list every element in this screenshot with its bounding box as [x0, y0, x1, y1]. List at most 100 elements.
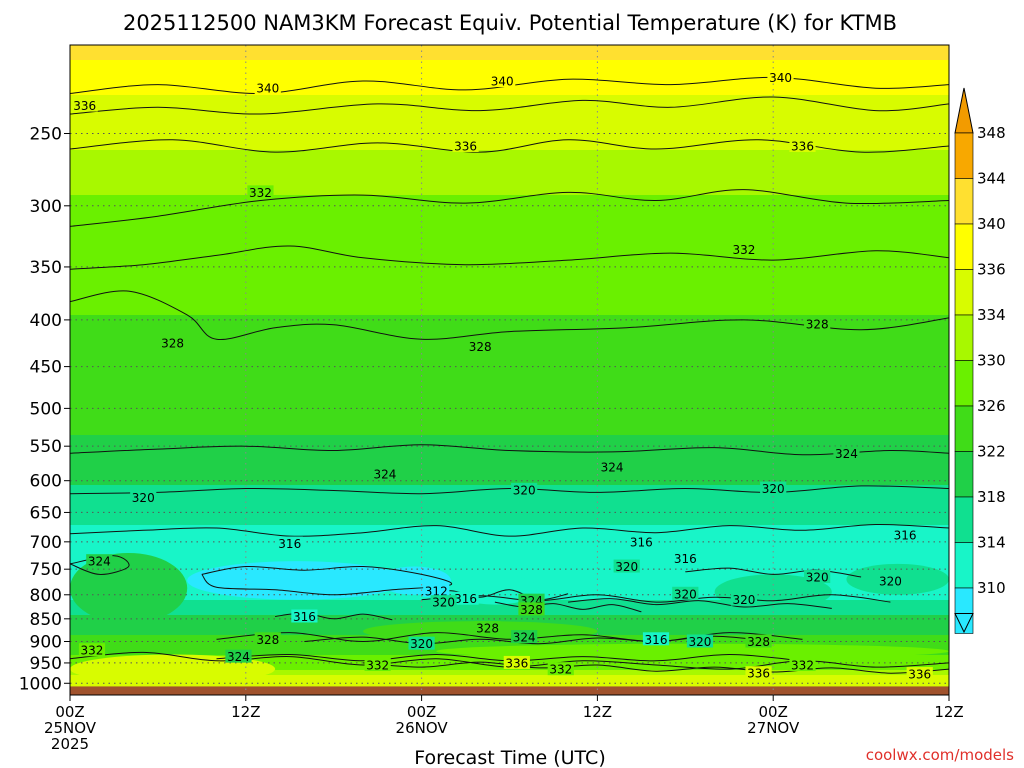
fill-band [70, 510, 949, 516]
colorbar-segment [954, 223, 974, 270]
fill-band [70, 205, 949, 211]
contour-316 [70, 523, 949, 537]
warm-pool-fill [465, 45, 554, 57]
fill-band [70, 135, 949, 141]
contour-label-bg [247, 185, 274, 199]
warm-pool-fill [70, 654, 276, 684]
contour-label-bg [686, 634, 714, 648]
contour-label: 336 [908, 668, 931, 682]
y-tick-label: 600 [30, 472, 62, 492]
fill-band [70, 340, 949, 346]
contour-label: 336 [747, 667, 770, 681]
contour-label: 332 [249, 186, 272, 200]
fill-band [70, 330, 949, 336]
credit-text: coolwx.com/models [866, 746, 1014, 764]
fill-band [70, 555, 949, 561]
fill-band [70, 270, 949, 276]
fill-band [70, 365, 949, 371]
contour-label: 320 [615, 560, 638, 574]
contour-label: 324 [374, 468, 397, 482]
fill-band [70, 130, 949, 136]
fill-band [70, 255, 949, 261]
fill-band [70, 405, 949, 411]
contour-label-bg [789, 658, 816, 672]
contour-label-bg [730, 592, 757, 606]
contour-label: 320 [806, 571, 829, 585]
fill-band [70, 160, 949, 166]
colorbar-label: 326 [977, 397, 1006, 415]
fill-band [70, 615, 949, 621]
fill-band [70, 605, 949, 611]
contour-label-bg [86, 554, 113, 568]
contour-label-bg [254, 632, 281, 646]
contour-label-bg [877, 574, 904, 588]
colorbar-label: 318 [977, 488, 1006, 506]
contour-label-bg [430, 595, 457, 609]
contour-label: 328 [256, 633, 279, 647]
x-tick-label: 12Z [934, 703, 963, 721]
contour-label-bg [804, 570, 831, 584]
contour-label-bg [452, 138, 479, 152]
contour-label: 336 [73, 99, 96, 113]
fill-band [70, 395, 949, 401]
fill-band [70, 465, 949, 471]
contour-label-bg [474, 621, 501, 635]
fill-band [70, 415, 949, 421]
fill-band [70, 565, 949, 571]
contour-label: 316 [278, 537, 301, 551]
contour-label-bg [760, 481, 787, 495]
fill-band [70, 425, 949, 431]
y-tick-label: 450 [30, 358, 62, 378]
contour-label: 316 [894, 528, 917, 542]
x-tick-label: 12Z [231, 703, 260, 721]
contour-label-bg [276, 536, 303, 550]
contour-320 [70, 485, 949, 495]
fill-band [70, 90, 949, 96]
colorbar-label: 344 [977, 170, 1006, 188]
fill-band [70, 265, 949, 271]
fill-band [70, 435, 949, 441]
contour-lines [70, 76, 949, 674]
fill-band [70, 525, 949, 531]
contour-label: 328 [476, 622, 499, 636]
fill-band [70, 145, 949, 151]
fill-band [70, 535, 949, 541]
contour-label: 340 [256, 82, 279, 96]
fill-band [70, 355, 949, 361]
fill-band [70, 550, 949, 556]
gridlines [70, 45, 949, 695]
fill-band [70, 325, 949, 331]
contour-label-bg [672, 551, 699, 565]
fill-band [70, 560, 949, 566]
colorbar-label: 330 [977, 352, 1006, 370]
fill-band [70, 200, 949, 206]
fill-band [70, 170, 949, 176]
colorbar-label: 314 [977, 534, 1006, 552]
fill-band [70, 165, 949, 171]
colorbar-label: 310 [977, 579, 1006, 597]
x-tick-label: 00Z [407, 703, 436, 721]
fill-band [70, 345, 949, 351]
contour-labels: 340 340 340 336 336 336 332 332 328 328 328 324 324 3… [71, 70, 933, 682]
x-tick-label: 2025 [51, 735, 89, 753]
contour-332 [70, 245, 949, 270]
fill-band [70, 85, 949, 91]
y-tick-label: 1000 [19, 674, 62, 694]
contour-label-bg [767, 70, 794, 84]
y-tick-label: 550 [30, 437, 62, 457]
contour-label-bg [906, 667, 933, 681]
contour-label-bg [423, 583, 450, 597]
x-axis-label: Forecast Time (UTC) [414, 747, 605, 768]
fill-band [70, 310, 949, 316]
contour-label: 316 [674, 552, 697, 566]
colorbar-label: 322 [977, 443, 1006, 461]
fill-band [70, 275, 949, 281]
contour-324 [70, 444, 949, 456]
fill-band [70, 335, 949, 341]
contour-label-bg [628, 534, 655, 548]
contour-336 [362, 661, 949, 674]
fill-band [70, 455, 949, 461]
fill-band [70, 175, 949, 181]
fill-band [70, 230, 949, 236]
contour-label-bg [789, 138, 816, 152]
